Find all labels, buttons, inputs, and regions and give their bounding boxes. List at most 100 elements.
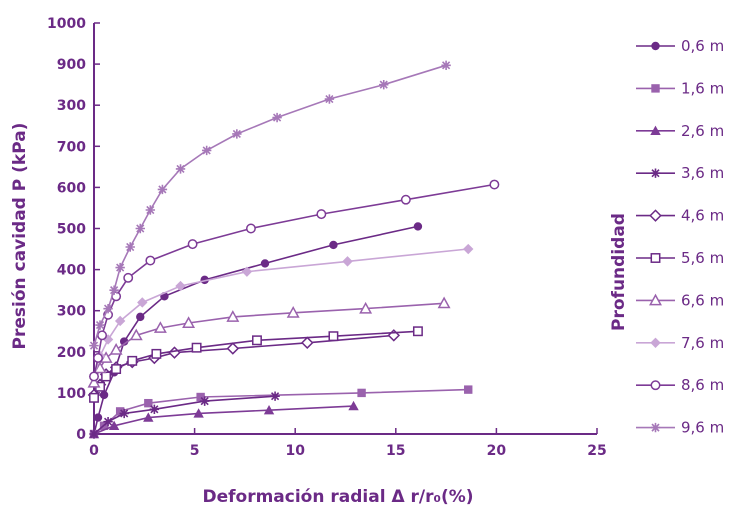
data-point xyxy=(125,242,135,252)
legend-item: 9,6 m xyxy=(636,419,724,437)
data-point xyxy=(357,388,366,398)
data-point xyxy=(226,310,240,322)
legend-label: 1,6 m xyxy=(681,79,724,97)
data-point xyxy=(144,398,153,408)
series-9,6 m xyxy=(89,60,451,351)
y-tick-label: 0 xyxy=(76,427,86,443)
data-point xyxy=(119,337,129,346)
y-tick-label: 900 xyxy=(57,57,86,73)
data-point xyxy=(329,240,338,250)
data-point xyxy=(119,408,129,419)
legend-item: 6,6 m xyxy=(636,291,724,309)
data-point xyxy=(245,223,256,234)
series-line xyxy=(93,334,394,396)
data-point xyxy=(135,223,145,234)
data-point xyxy=(123,272,134,283)
y-tick-label: 500 xyxy=(57,222,86,238)
legend-label: 3,6 m xyxy=(681,164,724,182)
data-point xyxy=(99,390,109,400)
series-8,6 m xyxy=(89,179,500,382)
legend-title: Profundidad xyxy=(609,213,629,331)
legend: 0,6 m 1,6 m 2,6 m 3,6 m 4,6 m 5,6 m 6,6 m 7,6 m… xyxy=(636,37,724,437)
data-point xyxy=(149,404,160,415)
data-point xyxy=(413,222,423,231)
data-point xyxy=(342,256,353,267)
x-tick-label: 20 xyxy=(487,443,507,459)
x-tick-label: 10 xyxy=(285,443,305,459)
data-point xyxy=(89,392,99,403)
y-tick-label: 700 xyxy=(57,139,86,155)
y-tick-label: 100 xyxy=(57,386,86,402)
data-point xyxy=(286,306,300,318)
legend-label: 6,6 m xyxy=(681,291,724,309)
y-axis-label: Presión cavidad P (kPa) xyxy=(10,123,30,350)
legend-marker xyxy=(651,84,660,93)
legend-item: 4,6 m xyxy=(636,207,724,225)
data-point xyxy=(437,296,451,309)
series-5,6 m xyxy=(89,326,423,403)
data-point xyxy=(324,94,335,104)
data-point xyxy=(89,371,99,382)
legend-item: 8,6 m xyxy=(636,376,724,394)
data-point xyxy=(196,392,205,402)
data-point xyxy=(103,303,113,314)
legend-label: 7,6 m xyxy=(681,334,724,352)
data-point xyxy=(464,385,473,394)
data-point xyxy=(151,348,162,359)
data-point xyxy=(270,391,280,401)
y-tick-label: 300 xyxy=(57,304,86,320)
data-point xyxy=(97,330,107,341)
data-point xyxy=(412,326,423,337)
legend-marker xyxy=(650,168,661,178)
legend-label: 5,6 m xyxy=(681,249,724,267)
series-line xyxy=(93,225,419,435)
data-point xyxy=(89,429,99,439)
data-point xyxy=(114,315,126,327)
data-point xyxy=(127,355,138,366)
y-tick-label: 400 xyxy=(57,263,86,279)
data-point xyxy=(136,312,145,322)
x-tick-label: 15 xyxy=(386,443,405,459)
series-6,6 m xyxy=(87,296,451,388)
data-point xyxy=(263,404,275,415)
data-point xyxy=(463,243,474,255)
series-line xyxy=(93,64,447,346)
data-point xyxy=(201,145,212,156)
data-point xyxy=(359,301,373,314)
data-point xyxy=(252,335,262,346)
data-point xyxy=(143,412,154,422)
data-point xyxy=(89,340,99,351)
x-axis-label: Deformación radial Δ r/r₀(%) xyxy=(202,487,473,507)
legend-label: 2,6 m xyxy=(681,122,724,140)
legend-item: 7,6 m xyxy=(636,334,724,352)
x-tick-label: 0 xyxy=(89,443,99,459)
data-point xyxy=(93,353,103,363)
legend-item: 2,6 m xyxy=(636,122,724,140)
x-tick-label: 25 xyxy=(587,443,606,459)
data-point xyxy=(441,60,451,71)
legend-label: 8,6 m xyxy=(681,376,724,394)
legend-marker xyxy=(649,293,662,306)
data-point xyxy=(241,266,253,277)
series-2,6 m xyxy=(88,400,359,439)
data-point xyxy=(95,320,105,330)
data-point xyxy=(145,255,156,266)
data-point xyxy=(115,262,125,273)
data-point xyxy=(93,361,107,374)
data-point xyxy=(145,205,156,215)
data-point xyxy=(137,297,148,308)
data-point xyxy=(109,342,123,355)
legend-marker xyxy=(650,422,661,433)
data-point xyxy=(115,407,125,416)
y-tick-label: 300 xyxy=(57,98,86,114)
data-point xyxy=(400,194,411,205)
legend-marker xyxy=(650,125,661,135)
data-point xyxy=(193,408,204,418)
series-line xyxy=(93,302,445,383)
y-tick-label: 1000 xyxy=(47,16,86,32)
legend-label: 9,6 m xyxy=(681,419,724,437)
data-point xyxy=(111,364,122,375)
data-point xyxy=(175,164,186,174)
